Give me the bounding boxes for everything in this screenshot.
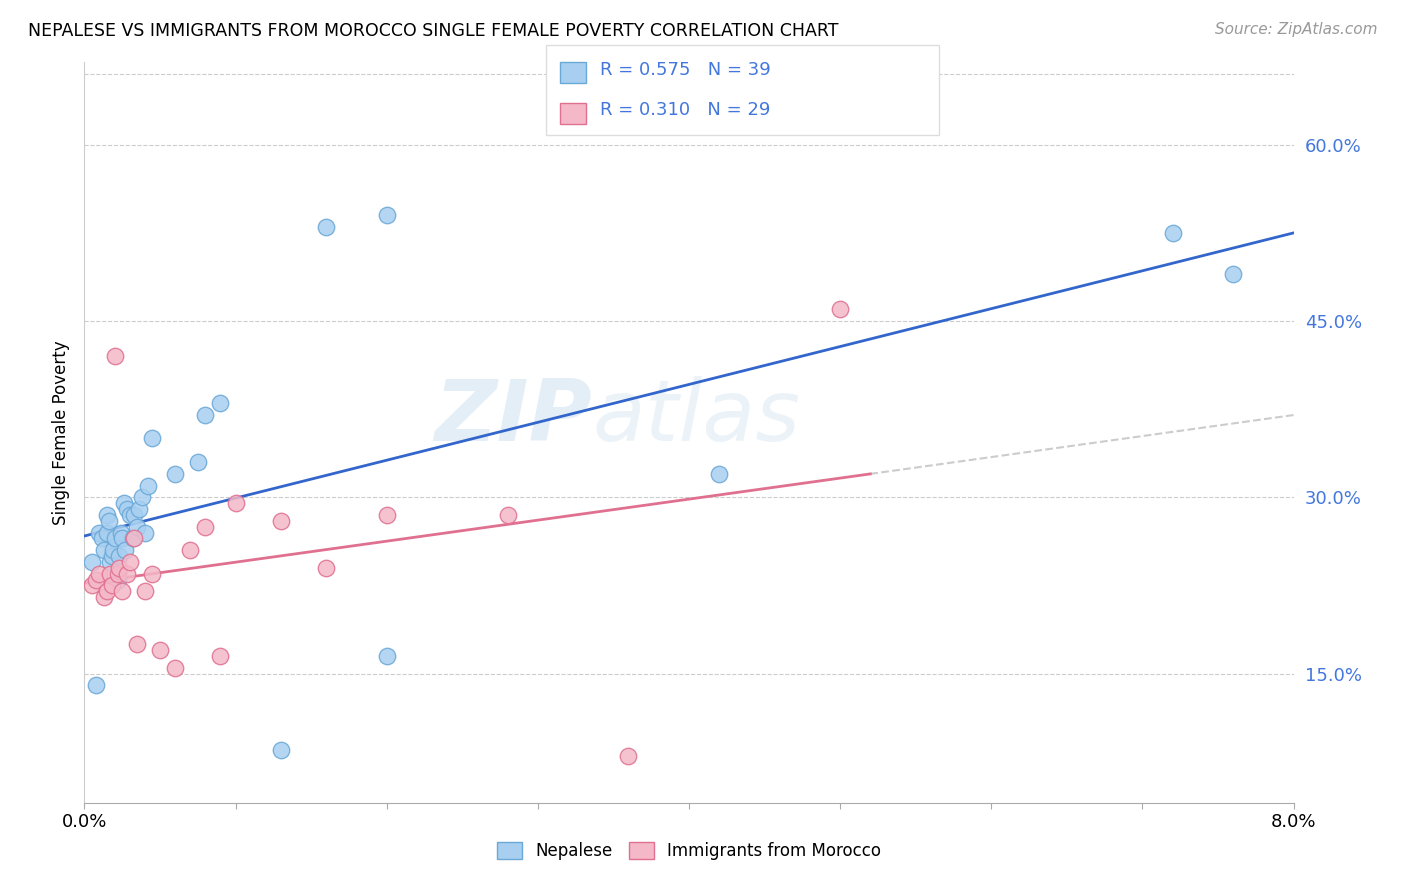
Point	[110, 525, 132, 540]
Point	[100, 578, 122, 592]
Point	[111, 532, 134, 546]
Point	[127, 637, 149, 651]
Text: ZIP: ZIP	[434, 376, 592, 459]
Point	[225, 496, 247, 510]
Point	[315, 219, 337, 234]
Point	[104, 532, 127, 546]
Point	[270, 514, 292, 528]
Point	[194, 519, 217, 533]
Text: Source: ZipAtlas.com: Source: ZipAtlas.com	[1215, 22, 1378, 37]
Point	[496, 508, 519, 522]
Y-axis label: Single Female Poverty: Single Female Poverty	[52, 341, 70, 524]
Point	[86, 573, 108, 587]
Point	[128, 502, 150, 516]
Point	[96, 584, 118, 599]
Point	[115, 502, 138, 516]
Point	[134, 525, 156, 540]
Point	[209, 396, 232, 410]
Point	[141, 432, 163, 446]
Point	[1161, 226, 1184, 240]
Point	[165, 467, 187, 481]
Point	[98, 566, 121, 581]
Point	[96, 508, 118, 522]
Point	[104, 349, 127, 363]
Legend: Nepalese, Immigrants from Morocco: Nepalese, Immigrants from Morocco	[488, 834, 890, 869]
Point	[165, 660, 187, 674]
Point	[118, 508, 141, 522]
Point	[830, 302, 852, 317]
Text: R = 0.310   N = 29: R = 0.310 N = 29	[599, 101, 770, 119]
Point	[149, 643, 172, 657]
Point	[118, 555, 141, 569]
Point	[93, 543, 115, 558]
Point	[141, 566, 163, 581]
Point	[101, 543, 124, 558]
Point	[80, 555, 103, 569]
Point	[89, 566, 111, 581]
Point	[209, 648, 232, 663]
Point	[97, 514, 120, 528]
Point	[617, 748, 640, 763]
Point	[270, 743, 292, 757]
Point	[121, 532, 143, 546]
Point	[122, 532, 145, 546]
Point	[89, 525, 111, 540]
Point	[114, 543, 136, 558]
Point	[127, 519, 149, 533]
Point	[115, 566, 138, 581]
Point	[194, 408, 217, 422]
Point	[91, 532, 114, 546]
Text: R = 0.575   N = 39: R = 0.575 N = 39	[599, 62, 770, 79]
Point	[93, 590, 115, 604]
Point	[375, 508, 398, 522]
Text: NEPALESE VS IMMIGRANTS FROM MOROCCO SINGLE FEMALE POVERTY CORRELATION CHART: NEPALESE VS IMMIGRANTS FROM MOROCCO SING…	[28, 22, 838, 40]
Point	[107, 566, 129, 581]
Point	[709, 467, 731, 481]
Point	[80, 578, 103, 592]
Point	[98, 555, 121, 569]
Point	[122, 508, 145, 522]
Point	[1222, 267, 1244, 281]
Point	[86, 678, 108, 692]
Point	[187, 455, 209, 469]
Point	[134, 584, 156, 599]
Point	[315, 561, 337, 575]
Point	[107, 573, 129, 587]
Point	[108, 561, 131, 575]
Point	[112, 496, 135, 510]
Text: atlas: atlas	[592, 376, 800, 459]
Point	[108, 549, 131, 563]
Point	[136, 478, 159, 492]
Point	[96, 525, 118, 540]
Point	[111, 584, 134, 599]
Point	[179, 543, 201, 558]
Point	[375, 208, 398, 222]
Point	[375, 648, 398, 663]
Point	[131, 490, 153, 504]
Point	[100, 549, 122, 563]
